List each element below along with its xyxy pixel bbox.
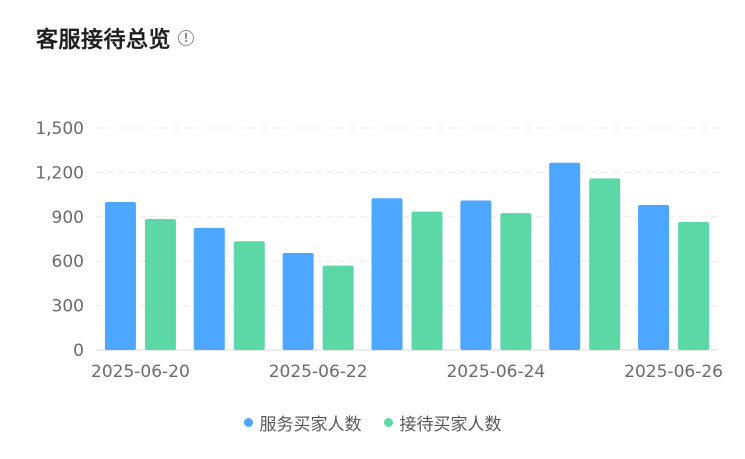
y-tick-label: 300	[52, 297, 84, 317]
legend-label-series-2: 接待买家人数	[399, 415, 502, 435]
x-tick-label: 2025-06-20	[91, 362, 190, 382]
bar-reception	[233, 241, 265, 350]
legend-item-series-1[interactable]: 服务买家人数	[243, 410, 362, 435]
chart-legend: 服务买家人数 接待买家人数	[0, 410, 745, 435]
bar-reception	[144, 219, 176, 350]
bar-reception	[589, 178, 621, 350]
y-tick-label: 600	[52, 252, 84, 272]
x-tick-label: 2025-06-22	[269, 362, 368, 382]
legend-label-series-1: 服务买家人数	[259, 415, 362, 435]
legend-dot-series-2	[383, 418, 393, 427]
bar-reception	[678, 221, 710, 350]
legend-dot-series-1	[243, 418, 253, 427]
bar-service	[282, 253, 314, 350]
chart-header: 客服接待总览 !	[36, 22, 195, 54]
bar-chart: 0 300 600 900 1,200 1,500 2025-06-20 2025-06-22…	[35, 119, 723, 382]
bar-service	[371, 198, 403, 350]
bar-reception	[500, 213, 532, 350]
y-tick-label: 1,200	[35, 163, 84, 183]
info-circle-icon[interactable]: !	[178, 30, 195, 46]
bar-service	[193, 227, 225, 350]
y-tick-label: 900	[52, 208, 84, 228]
legend-item-series-2[interactable]: 接待买家人数	[383, 410, 502, 435]
x-tick-label: 2025-06-26	[624, 362, 723, 382]
bar-service	[638, 204, 670, 350]
x-tick-label: 2025-06-24	[446, 362, 545, 382]
bar-service	[104, 202, 136, 350]
bar-service	[460, 200, 492, 350]
bar-reception	[411, 211, 443, 350]
y-tick-label: 1,500	[35, 119, 84, 139]
y-tick-label: 0	[73, 341, 84, 361]
bar-service	[549, 162, 581, 350]
page-title: 客服接待总览	[36, 28, 172, 53]
bar-reception	[322, 265, 354, 350]
